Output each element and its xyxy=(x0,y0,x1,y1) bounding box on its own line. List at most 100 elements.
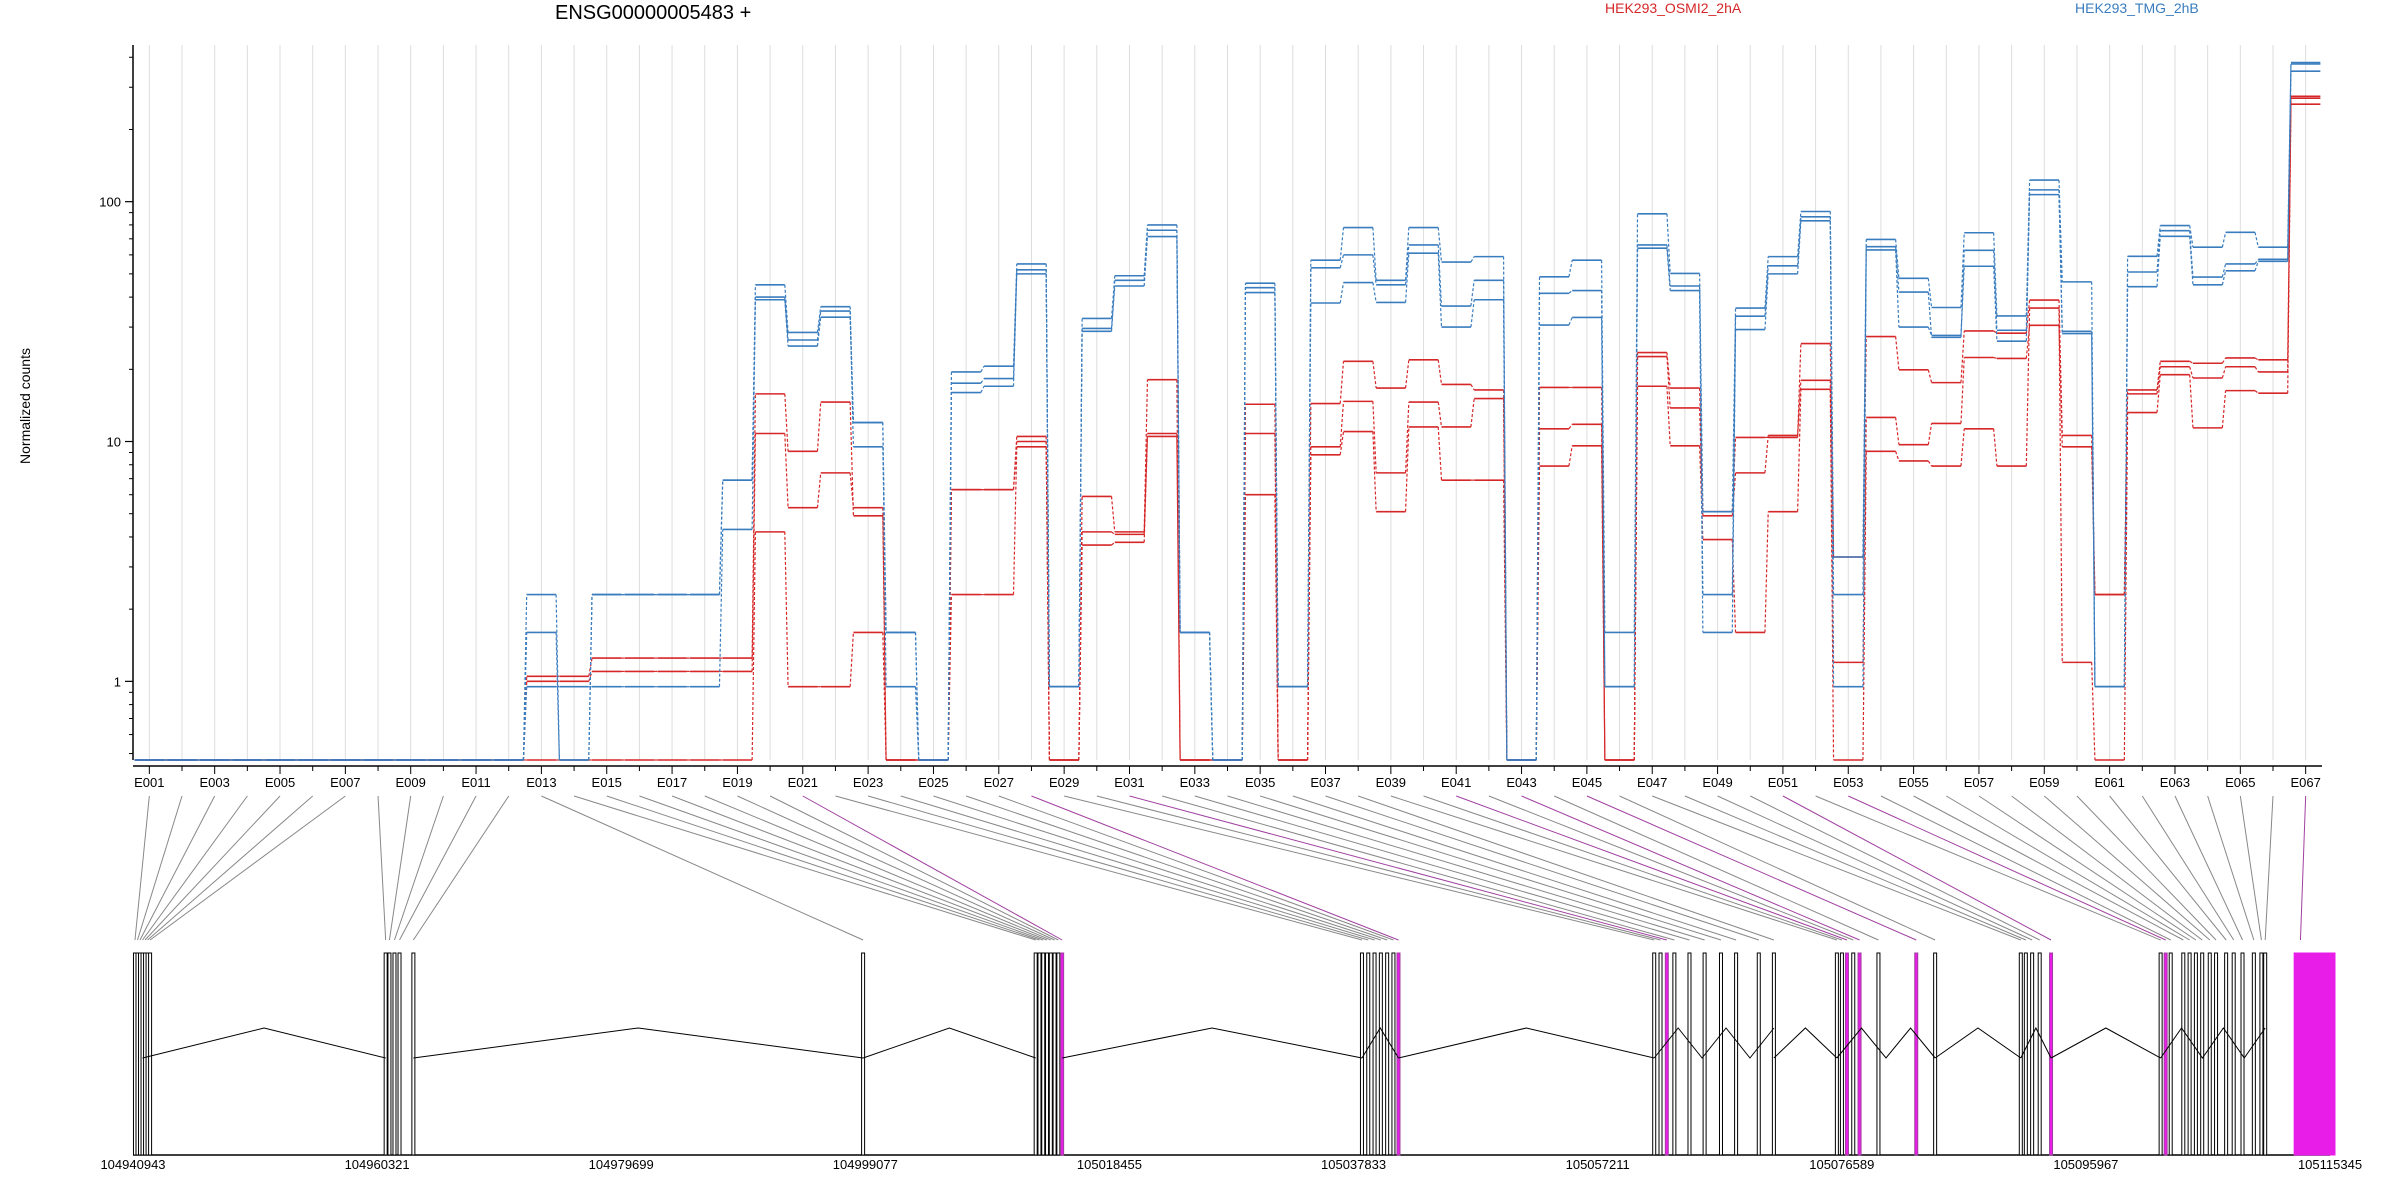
series-connector xyxy=(816,472,822,508)
x-tick-label: E033 xyxy=(1180,775,1210,790)
exon-box xyxy=(387,952,392,1156)
exon-box xyxy=(2018,952,2023,1156)
exon-connector xyxy=(1717,795,2033,941)
x-tick-label: E003 xyxy=(199,775,229,790)
series-connector xyxy=(947,371,953,761)
exon-box xyxy=(2049,952,2054,1156)
series-connector xyxy=(1404,253,1410,303)
exon-box xyxy=(1652,952,1657,1156)
series-connector xyxy=(2221,270,2227,285)
series-connector xyxy=(1208,632,1214,761)
x-tick-label: E057 xyxy=(1964,775,1994,790)
x-tick-label: E045 xyxy=(1572,775,1602,790)
exon-connector xyxy=(933,795,1382,941)
series-connector xyxy=(2025,308,2031,467)
series-connector xyxy=(1568,423,1573,430)
series-connector xyxy=(2189,230,2194,278)
series-connector xyxy=(1372,361,1377,389)
series-connector xyxy=(2287,96,2292,360)
intron-line xyxy=(2160,1027,2266,1059)
exon-box xyxy=(1672,952,1677,1156)
series-connector xyxy=(1437,227,1443,263)
x-tick-label: E039 xyxy=(1376,775,1406,790)
x-tick-label: E017 xyxy=(657,775,687,790)
series-connector xyxy=(1895,417,1900,445)
intron-line xyxy=(1773,1027,1838,1059)
series-connector xyxy=(1666,386,1671,446)
x-tick-label: E037 xyxy=(1310,775,1340,790)
series-connector xyxy=(1600,387,1606,761)
x-tick-label: E019 xyxy=(722,775,752,790)
series-connector xyxy=(1306,260,1312,687)
series-connector xyxy=(1568,260,1573,277)
exon-box xyxy=(1664,952,1669,1156)
exon-box xyxy=(2030,952,2035,1156)
exon-box xyxy=(2251,952,2256,1156)
exon-box xyxy=(1396,952,1401,1156)
series-connector xyxy=(1372,401,1377,473)
series-connector xyxy=(1339,254,1345,268)
exon-connector xyxy=(1880,795,2171,941)
x-tick-label: E001 xyxy=(134,775,164,790)
series-connector xyxy=(1176,436,1181,761)
series-connector xyxy=(2091,333,2096,687)
coordinate-label: 104999077 xyxy=(833,1157,898,1172)
series-connector xyxy=(980,385,985,393)
exon-box xyxy=(1844,952,1849,1156)
exon-connector xyxy=(1194,795,1690,941)
exon-box xyxy=(1834,952,1839,1156)
series-connector xyxy=(1437,359,1443,385)
exon-box xyxy=(1048,952,1053,1156)
series-connector xyxy=(784,531,789,687)
exon-box xyxy=(1718,952,1723,1156)
coordinate-label: 105115345 xyxy=(2298,1157,2362,1172)
series-connector xyxy=(1372,282,1377,303)
intron-line xyxy=(1653,1027,1775,1059)
exon-connector xyxy=(1913,795,2184,941)
exon-connector xyxy=(1684,795,2027,941)
series-connector xyxy=(1274,283,1279,687)
series-connector xyxy=(1404,402,1410,473)
genomic-coordinates: 104940943 104960321 104979699 104999077 1050… xyxy=(100,1157,2362,1172)
exon-box xyxy=(2200,952,2205,1156)
series-connector xyxy=(2254,232,2259,248)
series-connector xyxy=(1012,263,1018,367)
exon-box xyxy=(2187,952,2192,1156)
series-connector xyxy=(2221,232,2227,248)
series-connector xyxy=(588,594,593,761)
series-connector xyxy=(1470,280,1475,307)
intron-line xyxy=(1398,1027,1655,1059)
exon-connector xyxy=(2299,795,2307,941)
x-tick-label: E053 xyxy=(1833,775,1863,790)
exon-connector xyxy=(1586,795,1917,941)
exon-box xyxy=(1378,952,1383,1156)
series-connector xyxy=(1470,256,1475,263)
exon-box xyxy=(148,952,153,1156)
coordinate-label: 105018455 xyxy=(1077,1157,1142,1172)
exon-box xyxy=(1359,952,1364,1156)
coordinate-label: 105095967 xyxy=(2053,1157,2118,1172)
series-connector xyxy=(2156,366,2161,394)
exon-box xyxy=(2037,952,2042,1156)
series-connector xyxy=(1110,275,1116,319)
exon-box xyxy=(1702,952,1707,1156)
exon-connector xyxy=(573,795,1036,941)
x-tick-label: E049 xyxy=(1702,775,1732,790)
exon-box xyxy=(861,952,866,1156)
series-connector xyxy=(1960,250,1965,338)
exon-box xyxy=(1366,952,1371,1156)
exon-connector xyxy=(965,795,1388,941)
exon-box xyxy=(2181,952,2186,1156)
exon-connector xyxy=(1456,795,1848,941)
series-connector xyxy=(1176,224,1181,633)
exon-box xyxy=(1372,952,1377,1156)
series-connector xyxy=(1208,632,1214,761)
x-tick-label: E011 xyxy=(461,775,490,790)
series-connector xyxy=(1568,317,1573,326)
intron-line xyxy=(1062,1027,1363,1059)
series-connector xyxy=(1666,352,1671,389)
exon-connector xyxy=(412,795,510,941)
exon-box xyxy=(2163,952,2168,1156)
exon-connector xyxy=(1782,795,2052,941)
